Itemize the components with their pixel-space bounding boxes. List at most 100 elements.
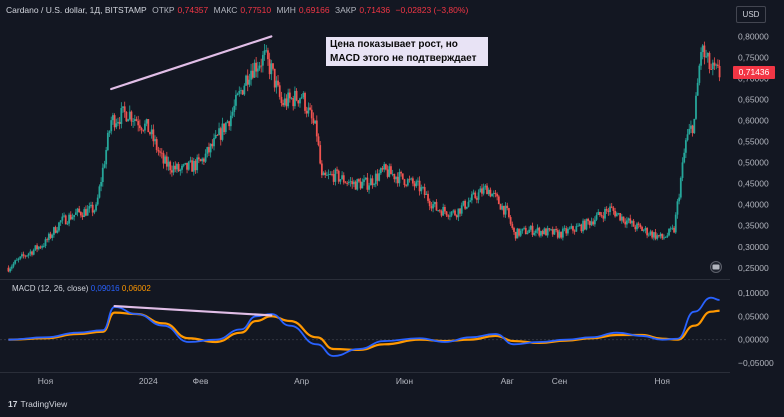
candle-body — [267, 50, 269, 60]
candle-body — [529, 225, 532, 230]
candle-body — [144, 123, 146, 131]
time-tick-label: 2024 — [139, 376, 158, 386]
candle-body — [684, 140, 687, 153]
candle-body — [71, 217, 74, 220]
candle-body — [88, 206, 91, 209]
candle-body — [491, 193, 493, 197]
candle-body — [76, 208, 79, 213]
candle-body — [585, 218, 588, 230]
open-label: ОТКР — [152, 5, 175, 15]
candle-body — [24, 255, 27, 257]
candle-body — [644, 227, 647, 231]
candle-body — [432, 204, 434, 209]
candle-body — [597, 211, 600, 216]
time-axis[interactable]: Ноя 2024 Фев Апр Июн Авг Сен Ноя — [38, 376, 671, 386]
candle-body — [332, 174, 335, 182]
candle-body — [379, 168, 382, 174]
macd-pane[interactable] — [0, 296, 728, 357]
candle-body — [511, 223, 514, 228]
candle-body — [248, 79, 251, 85]
candle-body — [231, 111, 234, 116]
macd-legend[interactable]: MACD (12, 26, close) 0,09016 0,06002 — [12, 284, 151, 293]
candle-body — [15, 259, 18, 261]
time-tick-label: Ноя — [655, 376, 671, 386]
macd-label[interactable]: MACD (12, 26, close) — [12, 284, 89, 293]
candle-body — [519, 230, 522, 236]
candle-body — [636, 223, 638, 230]
price-pane[interactable] — [7, 35, 722, 273]
time-tick-label: Апр — [294, 376, 309, 386]
candle-body — [371, 178, 374, 186]
candle-body — [39, 246, 42, 248]
candle-body — [201, 158, 204, 162]
candle-body — [300, 97, 303, 99]
candle-body — [642, 230, 645, 232]
candle-body — [29, 251, 32, 254]
candle-body — [661, 233, 664, 239]
candle-body — [577, 225, 579, 227]
candle-body — [548, 228, 551, 230]
candle-body — [368, 185, 370, 190]
candle-body — [668, 228, 670, 236]
macd-tick-label: −0,05000 — [738, 358, 774, 368]
candle-body — [705, 56, 707, 58]
candle-body — [609, 206, 611, 212]
candle-body — [192, 160, 195, 172]
annotation-callout[interactable]: Цена показывает рост, но MACD этого не п… — [326, 37, 488, 66]
candle-body — [132, 120, 135, 122]
candle-body — [558, 231, 561, 238]
candle-body — [385, 164, 387, 170]
price-tick-label: 0,50000 — [738, 158, 769, 168]
tradingview-logo[interactable]: 17 TradingView — [8, 399, 67, 409]
macd-trendline[interactable] — [113, 304, 273, 317]
candle-body — [462, 200, 465, 206]
candle-body — [674, 214, 677, 233]
candle-body — [422, 187, 424, 188]
candle-body — [443, 206, 446, 212]
macd-axis[interactable]: 0,10000 0,05000 0,00000 −0,05000 — [738, 288, 774, 368]
candle-body — [155, 139, 158, 151]
candle-body — [251, 70, 254, 78]
candle-body — [319, 145, 322, 164]
candle-body — [273, 68, 276, 88]
candle-body — [624, 221, 627, 225]
candle-body — [518, 228, 520, 236]
currency-button[interactable]: USD — [736, 6, 766, 23]
high-value: 0,77510 — [240, 5, 272, 15]
candle-body — [459, 208, 461, 214]
candle-body — [81, 215, 84, 218]
symbol-legend[interactable]: Cardano / U.S. dollar, 1Д, BITSTAMP ОТКР… — [6, 5, 471, 15]
candle-body — [7, 267, 10, 272]
price-trendline[interactable] — [110, 35, 273, 91]
candle-body — [194, 160, 197, 171]
candle-body — [236, 93, 239, 96]
symbol-title[interactable]: Cardano / U.S. dollar, 1Д, BITSTAMP — [6, 5, 147, 15]
macd-tick-label: 0,10000 — [738, 288, 769, 298]
candle-body — [221, 123, 224, 140]
candle-body — [572, 226, 574, 231]
candle-body — [450, 211, 453, 216]
price-axis[interactable]: 0,800000,750000,700000,650000,600000,550… — [738, 31, 769, 272]
price-tick-label: 0,25000 — [738, 263, 769, 273]
candle-body — [474, 192, 477, 199]
macd-line[interactable] — [8, 296, 720, 357]
candle-body — [285, 98, 288, 107]
candle-body — [272, 63, 274, 69]
candle-body — [294, 90, 296, 107]
candle-body — [452, 210, 455, 212]
candle-body — [106, 132, 109, 151]
candle-body — [32, 249, 35, 255]
candle-body — [437, 210, 440, 212]
alert-icon[interactable] — [710, 261, 722, 273]
candle-body — [299, 98, 301, 104]
candle-body — [595, 215, 598, 220]
macd-value: 0,09016 — [90, 284, 120, 293]
candle-body — [127, 119, 129, 122]
candle-body — [226, 121, 229, 123]
candle-body — [90, 204, 92, 207]
candle-body — [647, 234, 650, 236]
candle-body — [476, 198, 478, 200]
signal-line[interactable] — [8, 309, 720, 352]
candle-body — [49, 233, 52, 238]
